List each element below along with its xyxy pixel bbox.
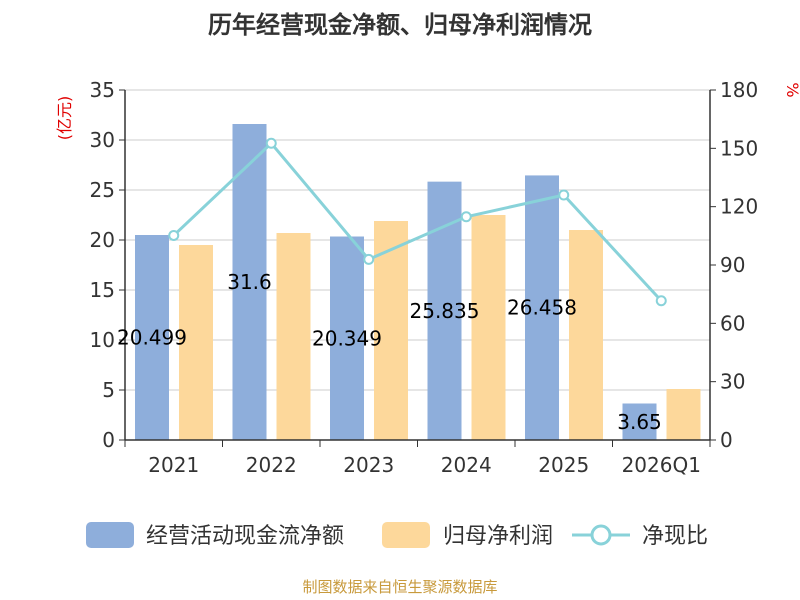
source-note: 制图数据来自恒生聚源数据库 bbox=[302, 578, 497, 596]
right-tick-label: 60 bbox=[720, 311, 745, 335]
data-labels: 20.499 31.6 20.349 25.835 26.458 3.65 bbox=[117, 270, 662, 434]
line-series bbox=[168, 137, 667, 307]
right-tick-label: 90 bbox=[720, 253, 745, 277]
bar-net-profit bbox=[179, 245, 213, 440]
ratio-point bbox=[655, 295, 667, 307]
left-tick-label: 5 bbox=[102, 378, 115, 402]
x-tick-label: 2026Q1 bbox=[622, 453, 701, 477]
right-tick-label: 0 bbox=[720, 428, 733, 452]
data-label-cashflow: 3.65 bbox=[617, 410, 662, 434]
bar-net-profit bbox=[666, 389, 701, 440]
legend-swatch-net-profit bbox=[382, 522, 430, 548]
data-label-cashflow: 31.6 bbox=[227, 270, 272, 294]
legend-swatch-cashflow bbox=[86, 522, 134, 548]
bars bbox=[135, 124, 701, 441]
data-label-cashflow: 20.349 bbox=[312, 326, 382, 350]
left-tick-label: 20 bbox=[90, 228, 115, 252]
right-axis-unit: % bbox=[783, 82, 800, 97]
bar-cashflow bbox=[330, 236, 364, 440]
right-tick-label: 150 bbox=[720, 136, 758, 160]
data-label-cashflow: 20.499 bbox=[117, 326, 187, 350]
legend: 经营活动现金流净额 归母净利润 净现比 bbox=[86, 522, 708, 549]
left-tick-label: 25 bbox=[90, 178, 115, 202]
bar-cashflow bbox=[622, 403, 657, 440]
ratio-point bbox=[363, 253, 375, 265]
bar-net-profit bbox=[569, 230, 603, 440]
ratio-point bbox=[265, 137, 277, 149]
x-tick-label: 2024 bbox=[441, 453, 492, 477]
bar-cashflow bbox=[525, 175, 559, 441]
bar-net-profit bbox=[374, 221, 408, 440]
left-tick-label: 0 bbox=[102, 428, 115, 452]
left-tick-label: 30 bbox=[90, 128, 115, 152]
ratio-point bbox=[168, 229, 180, 241]
data-label-cashflow: 25.835 bbox=[410, 299, 480, 323]
left-tick-label: 10 bbox=[90, 328, 115, 352]
left-axis-unit: (亿元) bbox=[55, 96, 74, 141]
left-tick-label: 15 bbox=[90, 278, 115, 302]
x-tick-label: 2022 bbox=[246, 453, 297, 477]
bar-net-profit bbox=[471, 215, 506, 440]
right-tick-label: 120 bbox=[720, 195, 758, 219]
ratio-line bbox=[172, 141, 663, 302]
legend-label-net-profit: 归母净利润 bbox=[443, 524, 553, 549]
legend-label-cashflow: 经营活动现金流净额 bbox=[146, 524, 344, 549]
x-tick-label: 2025 bbox=[538, 453, 589, 477]
legend-marker-ratio bbox=[590, 524, 612, 546]
data-label-cashflow: 26.458 bbox=[507, 296, 577, 320]
x-tick-label: 2021 bbox=[148, 453, 199, 477]
bar-cashflow bbox=[232, 124, 267, 440]
bar-net-profit bbox=[276, 233, 311, 440]
right-tick-label: 30 bbox=[720, 370, 745, 394]
chart-title: 历年经营现金净额、归母净利润情况 bbox=[208, 11, 592, 39]
ratio-point bbox=[460, 211, 472, 223]
left-tick-label: 35 bbox=[90, 78, 115, 102]
x-tick-label: 2023 bbox=[343, 453, 394, 477]
legend-label-ratio: 净现比 bbox=[642, 524, 708, 549]
bar-cashflow bbox=[135, 235, 169, 440]
right-tick-label: 180 bbox=[720, 78, 758, 102]
ratio-point bbox=[558, 189, 570, 201]
